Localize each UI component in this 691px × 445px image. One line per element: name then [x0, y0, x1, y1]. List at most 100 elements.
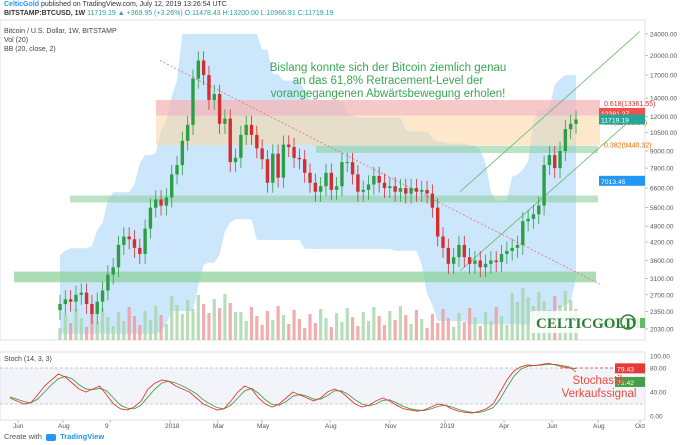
candle-body: [143, 228, 147, 255]
price-tick-label: 2700.00: [650, 292, 674, 299]
volume-bar: [350, 317, 355, 340]
volume-bar: [292, 310, 296, 340]
volume-bar: [425, 328, 429, 340]
volume-bar: [276, 306, 280, 340]
time-tick-label: Aug: [593, 423, 605, 430]
annotation-line-3: vorangegangenen Abwärtsbewegung erholen!: [270, 88, 506, 100]
candle-body: [457, 244, 461, 258]
candle-body: [68, 299, 73, 302]
series-legend-title: Bitcoin / U.S. Dollar, 1W, BITSTAMP: [4, 28, 117, 35]
candle-body: [100, 290, 105, 302]
candle-body: [180, 140, 185, 166]
volume-bar: [468, 308, 472, 340]
volume-bar: [63, 314, 67, 340]
candle-body: [515, 244, 520, 248]
footer-brand-link[interactable]: TradingView: [60, 432, 105, 441]
fib-label-618: 0.618(13361.55): [604, 101, 655, 108]
volume-bar: [239, 312, 243, 340]
candle-body: [483, 263, 488, 268]
volume-bar: [249, 307, 254, 340]
candle-body: [84, 292, 89, 305]
volume-bar: [505, 325, 509, 340]
volume-bar: [255, 316, 259, 340]
volume-bar: [521, 288, 525, 340]
volume-bar: [452, 327, 456, 340]
time-tick-label: Aug: [58, 423, 70, 430]
volume-bar: [154, 306, 158, 340]
stoch-k-line: [9, 362, 577, 414]
volume-bar: [281, 315, 286, 340]
candle-body: [425, 189, 429, 194]
candle-body: [441, 236, 445, 248]
volume-bar: [202, 304, 206, 340]
volume-bar: [414, 310, 419, 340]
volume-bar: [446, 318, 450, 340]
candle-body: [201, 60, 206, 76]
candle-body: [58, 304, 62, 311]
volume-bar: [84, 327, 89, 340]
stoch-badge-d-bg: [615, 376, 645, 387]
price-tick-label: 10500.00: [650, 130, 677, 137]
ohlc-values: 11719.19 ▲ +369.95 (+3.26%) O:11478.43 H…: [87, 10, 334, 17]
time-tick-label: Jun: [547, 423, 558, 430]
volume-bar: [175, 305, 179, 340]
candle-body: [318, 186, 323, 192]
volume-bar: [106, 317, 110, 340]
candle-body: [393, 186, 397, 192]
candle-body: [313, 182, 318, 192]
fib-zone-5: [156, 115, 600, 146]
stoch-d-line: [9, 363, 577, 413]
price-tick-label: 20000.00: [650, 53, 677, 60]
volume-bar: [345, 308, 349, 340]
volume-bar: [441, 309, 445, 340]
candle-body: [398, 188, 403, 192]
volume-bar: [191, 309, 195, 340]
candle-body: [446, 247, 451, 264]
time-tick-label: Oct: [635, 423, 645, 430]
price-badge-high: 12381.27: [601, 111, 630, 118]
time-tick-label: Jun: [13, 423, 24, 430]
publisher-name[interactable]: CelticGold: [4, 1, 40, 8]
candle-body: [366, 184, 371, 190]
volume-bar: [308, 314, 312, 340]
volume-bar: [212, 299, 216, 340]
candle-body: [345, 162, 349, 164]
volume-bar: [372, 307, 376, 340]
volume-bar: [404, 315, 408, 340]
candle-body: [249, 124, 254, 135]
fib-zone-618: [156, 99, 600, 116]
volume-bar: [143, 311, 147, 340]
price-badge-close: 11719.19: [601, 117, 629, 124]
logo-bg: [530, 311, 640, 333]
candle-body: [303, 159, 307, 173]
support-zone-3100: [14, 271, 596, 283]
volume-bar: [510, 293, 514, 340]
price-tick-label: 2030.00: [650, 326, 674, 333]
volume-bar: [388, 311, 392, 340]
support-zone-6000: [70, 195, 598, 203]
volume-bar: [260, 325, 264, 340]
logo-knot-icon: [620, 314, 636, 330]
candle-body: [159, 199, 163, 206]
candle-body: [324, 172, 328, 187]
time-tick-label: 2019: [440, 423, 455, 430]
price-badge-bb-bg: [599, 175, 645, 186]
stoch-badge-k: 79.43: [617, 366, 634, 373]
candle-body: [148, 207, 153, 229]
candle-body: [430, 193, 435, 208]
candle-body: [185, 124, 190, 141]
candle-body: [265, 159, 270, 183]
candle-body: [138, 247, 142, 255]
candle-body: [451, 257, 456, 264]
volume-bar: [116, 312, 121, 340]
candle-body: [563, 129, 568, 152]
candle-body: [388, 186, 392, 189]
volume-bar: [489, 321, 493, 340]
volume-bar: [228, 303, 232, 340]
candle-body: [473, 260, 477, 264]
candle-body: [271, 153, 275, 183]
volume-bar: [335, 313, 339, 340]
candle-body: [255, 134, 259, 149]
candle-body: [542, 165, 546, 206]
candle-body: [334, 186, 339, 190]
